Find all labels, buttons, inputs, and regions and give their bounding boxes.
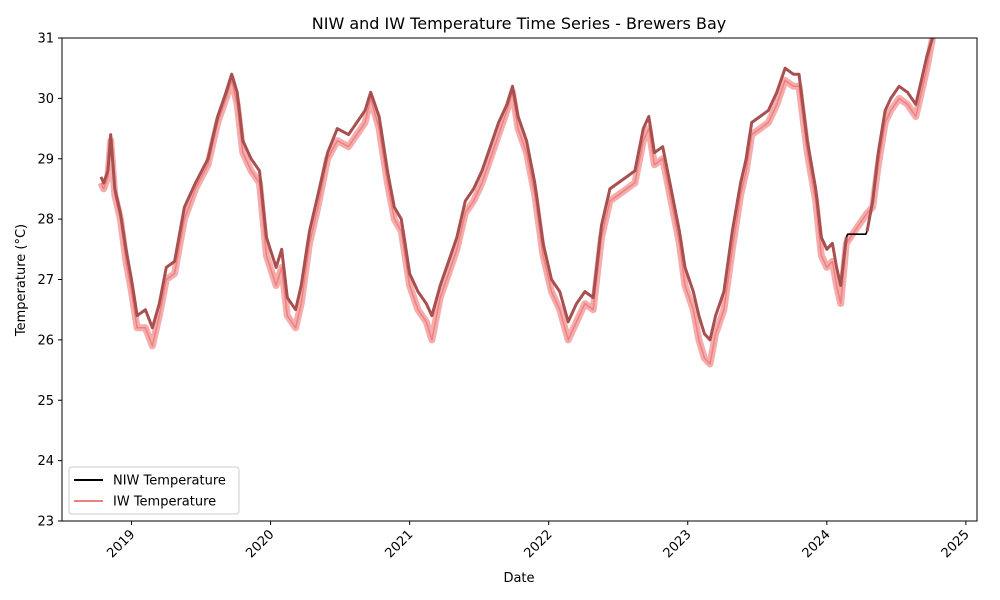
y-axis-label: Temperature (°C) [14,224,29,337]
y-tick-label: 26 [37,333,54,348]
series-line-iw-temperature-core [100,38,934,365]
series-layer [97,38,936,368]
legend-label: NIW Temperature [113,474,226,489]
y-tick-label: 28 [37,213,54,228]
series-line-niw-temperature [99,66,848,342]
y-axis: 23 24 25 26 27 28 29 30 31 [37,32,62,530]
y-tick-label: 27 [37,273,54,288]
y-tick-label: 25 [37,394,54,409]
legend: NIW Temperature IW Temperature [68,466,240,515]
y-tick-label: 23 [37,515,54,530]
y-tick-label: 30 [37,92,54,107]
x-axis-label: Date [503,571,534,586]
series-line-niw-temperature-gap [845,230,868,238]
chart-title: NIW and IW Temperature Time Series - Bre… [312,14,726,33]
y-tick-label: 29 [37,152,54,167]
y-tick-label: 24 [37,454,54,469]
legend-box [68,466,240,515]
y-tick-label: 31 [37,32,54,47]
series-line-niw-temperature-late [865,38,934,232]
legend-label: IW Temperature [113,495,216,510]
